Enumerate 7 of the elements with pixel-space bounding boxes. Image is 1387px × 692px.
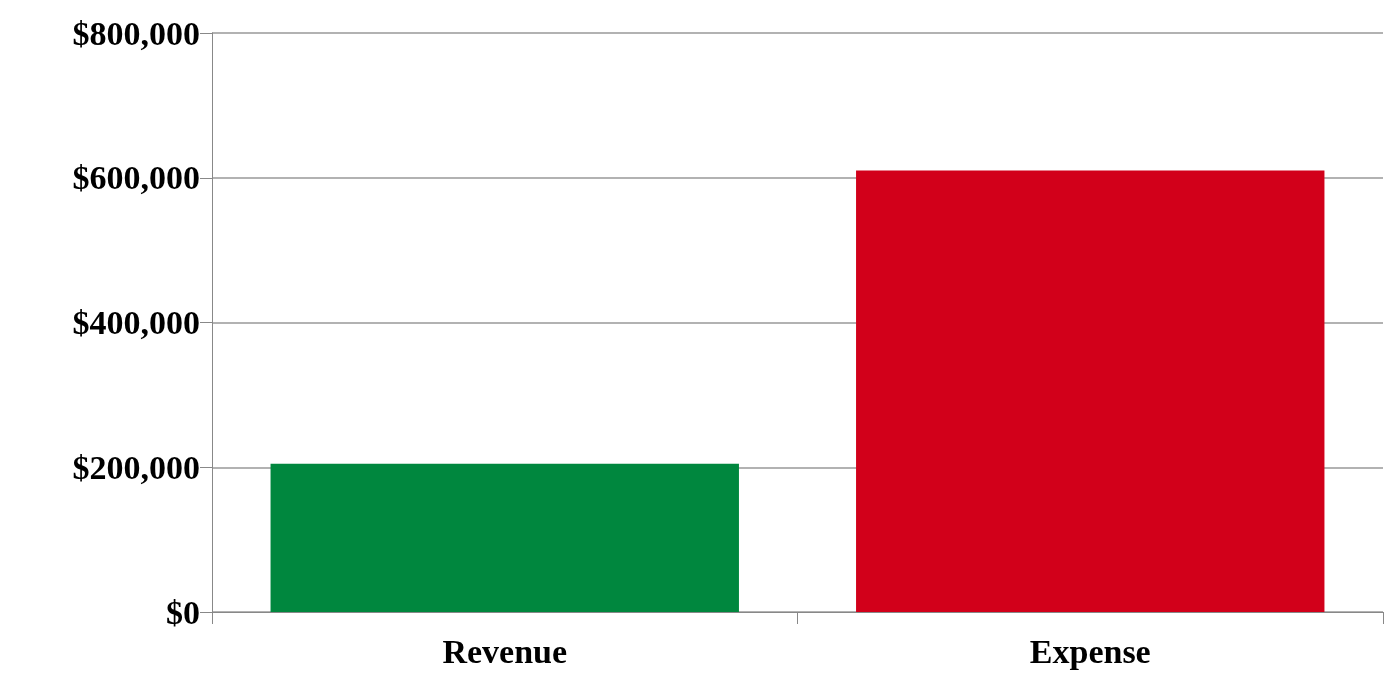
y-tick-label: $400,000: [72, 304, 200, 341]
y-tick-label: $200,000: [72, 448, 200, 486]
y-tick-label: $0: [166, 593, 200, 631]
x-tick-label: Expense: [1029, 632, 1151, 670]
y-tick-label: $600,000: [72, 159, 200, 197]
y-tick-label: $800,000: [72, 14, 200, 52]
x-tick-label: Revenue: [442, 632, 568, 670]
